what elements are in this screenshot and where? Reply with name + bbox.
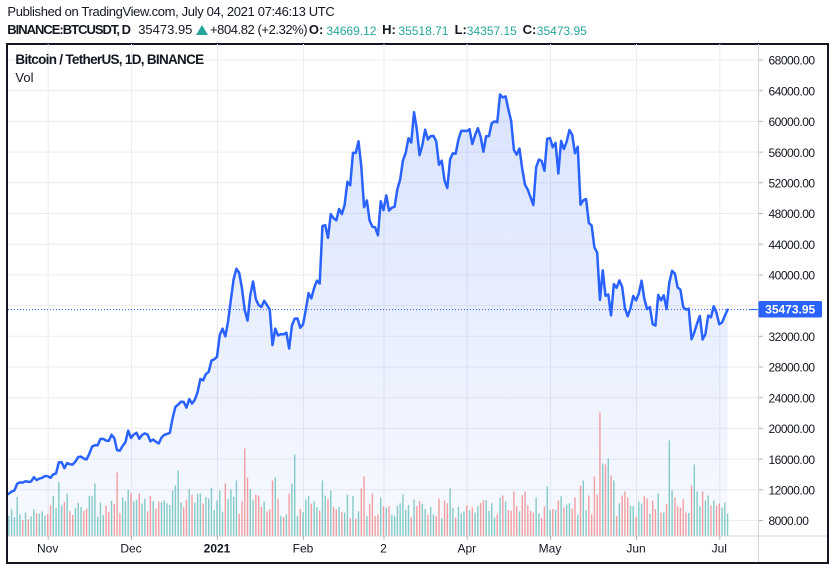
svg-text:Jun: Jun [626, 542, 645, 556]
svg-text:Dec: Dec [120, 542, 141, 556]
svg-text:12000.00: 12000.00 [769, 484, 816, 498]
svg-text:Jul: Jul [712, 542, 727, 556]
svg-text:May: May [539, 542, 562, 556]
svg-text:44000.00: 44000.00 [769, 238, 816, 252]
svg-text:64000.00: 64000.00 [769, 84, 816, 98]
svg-text:40000.00: 40000.00 [769, 269, 816, 283]
svg-text:28000.00: 28000.00 [769, 361, 816, 375]
svg-text:Apr: Apr [457, 542, 476, 556]
svg-text:Nov: Nov [37, 542, 58, 556]
svg-text:16000.00: 16000.00 [769, 453, 816, 467]
svg-text:20000.00: 20000.00 [769, 422, 816, 436]
svg-text:Feb: Feb [293, 542, 314, 556]
svg-text:56000.00: 56000.00 [769, 146, 816, 160]
svg-text:24000.00: 24000.00 [769, 391, 816, 405]
svg-text:48000.00: 48000.00 [769, 207, 816, 221]
svg-text:60000.00: 60000.00 [769, 115, 816, 129]
svg-text:52000.00: 52000.00 [769, 177, 816, 191]
svg-text:35473.95: 35473.95 [765, 303, 815, 317]
svg-text:32000.00: 32000.00 [769, 330, 816, 344]
svg-text:2021: 2021 [204, 542, 231, 556]
svg-text:8000.00: 8000.00 [769, 514, 810, 528]
svg-text:2: 2 [380, 542, 387, 556]
svg-text:68000.00: 68000.00 [769, 54, 816, 68]
